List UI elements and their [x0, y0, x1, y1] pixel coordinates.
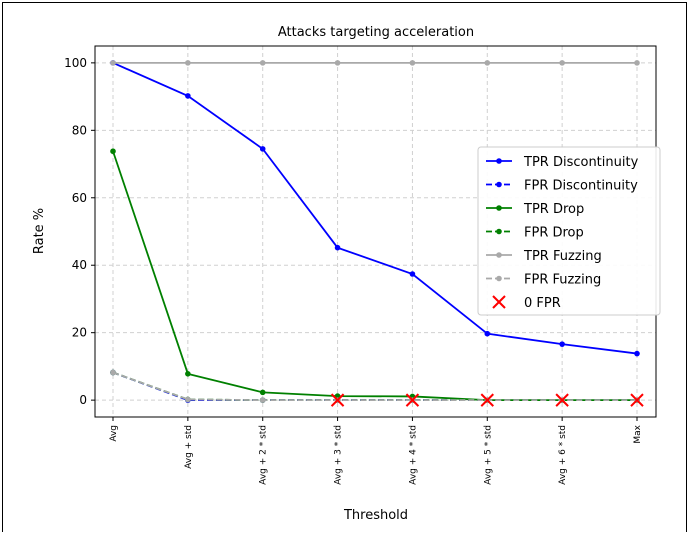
data-point — [334, 60, 341, 66]
legend-label: 0 FPR — [524, 296, 561, 311]
zero-fpr-marker — [330, 393, 345, 407]
zero-fpr-marker — [555, 393, 569, 407]
y-tick-label: 60 — [72, 191, 87, 205]
data-point — [110, 148, 116, 155]
legend-label: FPR Discontinuity — [524, 179, 638, 194]
marker-stroke — [405, 393, 420, 407]
data-point — [185, 396, 191, 403]
x-tick-label: Avg + 4 * std — [408, 425, 418, 485]
legend-marker — [496, 228, 502, 235]
legend-marker — [496, 158, 502, 164]
series-group — [110, 60, 640, 403]
legend-label: FPR Drop — [524, 226, 584, 241]
zero-fpr-marker — [405, 393, 420, 407]
y-tick-label: 40 — [72, 258, 87, 272]
legend: TPR Discontinuity FPR Discontinuity TPR Dr… — [477, 146, 661, 316]
legend-entry: TPR Discontinuity — [486, 155, 639, 170]
legend-label: FPR Fuzzing — [524, 273, 601, 288]
x-tick-label: Avg + 3 * std — [334, 425, 344, 485]
y-axis-label: Rate % — [32, 208, 47, 254]
legend-label: TPR Drop — [523, 202, 584, 217]
legend-marker — [496, 181, 502, 188]
data-point — [110, 60, 116, 66]
x-tick-label: Max — [633, 424, 643, 443]
y-tick-label: 100 — [64, 56, 87, 70]
y-axis: 0 20 40 60 80 100 — [64, 56, 95, 407]
data-point — [259, 397, 266, 403]
marker-stroke — [480, 393, 494, 407]
series-line — [112, 62, 638, 355]
y-tick-label: 80 — [72, 123, 87, 137]
zero-fpr-marker — [480, 393, 494, 407]
y-tick-label: 20 — [72, 326, 87, 340]
legend-box — [477, 146, 661, 316]
legend-marker — [496, 252, 502, 258]
series-line — [112, 371, 637, 402]
legend-label: TPR Fuzzing — [523, 249, 602, 264]
data-point — [185, 93, 191, 99]
data-point — [634, 60, 640, 66]
data-point — [484, 60, 491, 66]
zero-fpr-markers — [330, 393, 644, 407]
x-tick-label: Avg + 5 * std — [483, 425, 493, 485]
legend-entry: FPR Fuzzing — [486, 273, 601, 288]
data-point — [409, 271, 416, 277]
legend-entry: FPR Discontinuity — [486, 179, 638, 194]
x-tick-label: Avg — [109, 425, 119, 442]
x-tick-label: Avg + 2 * std — [259, 425, 269, 485]
marker-stroke — [630, 393, 644, 407]
data-point — [409, 60, 416, 66]
legend-entry: TPR Fuzzing — [486, 249, 602, 264]
legend-label: TPR Discontinuity — [523, 155, 639, 170]
legend-marker — [496, 205, 502, 211]
marker-stroke — [330, 393, 345, 407]
x-tick-label: Avg + std — [184, 425, 194, 469]
data-point — [259, 60, 266, 66]
legend-marker — [492, 295, 506, 309]
y-tick-label: 0 — [79, 393, 87, 407]
data-point — [334, 244, 341, 251]
x-axis: Avg Avg + std Avg + 2 * std Avg + 3 * std Av… — [109, 417, 643, 485]
series-tpr-fuzzing — [110, 60, 640, 66]
legend-entry: TPR Drop — [486, 202, 584, 217]
data-point — [484, 330, 491, 337]
x-axis-label: Threshold — [343, 508, 408, 523]
data-point — [259, 146, 266, 152]
data-point — [634, 350, 640, 357]
legend-entry: FPR Drop — [486, 226, 584, 241]
data-point — [110, 369, 116, 376]
data-point — [185, 371, 191, 377]
data-point — [559, 60, 565, 66]
data-point — [185, 60, 191, 66]
marker-stroke — [555, 393, 569, 407]
data-point — [259, 389, 266, 396]
data-point — [559, 341, 565, 347]
zero-fpr-marker — [630, 393, 644, 407]
chart-title: Attacks targeting acceleration — [278, 25, 474, 40]
legend-entry: 0 FPR — [492, 295, 561, 311]
legend-marker — [496, 275, 502, 282]
x-tick-label: Avg + 6 * std — [558, 425, 568, 485]
